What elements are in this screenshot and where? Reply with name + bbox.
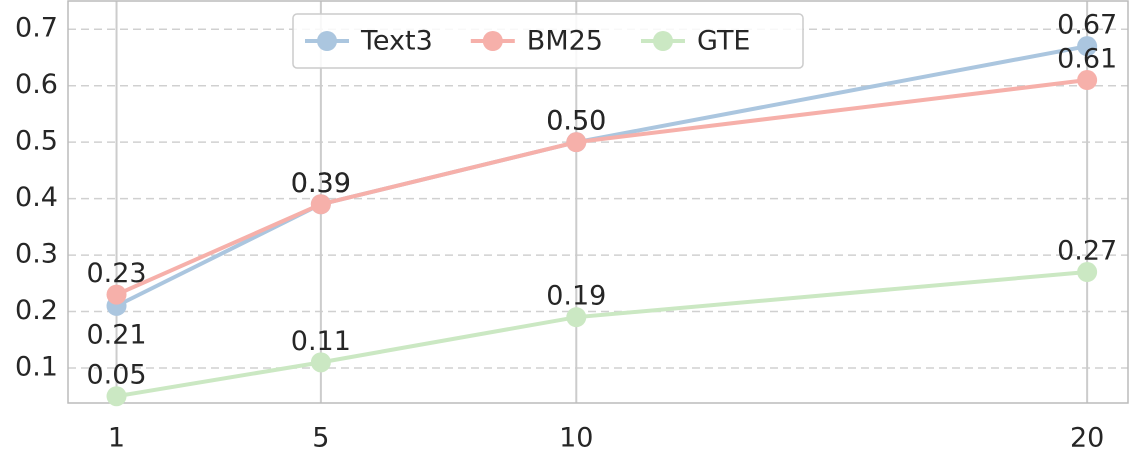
data-label: 0.19 bbox=[546, 281, 606, 312]
y-tick-label: 0.2 bbox=[15, 295, 58, 326]
point bbox=[566, 132, 587, 153]
point bbox=[106, 386, 127, 407]
x-tick-label: 10 bbox=[559, 423, 593, 454]
data-label: 0.39 bbox=[291, 168, 351, 199]
point bbox=[566, 307, 587, 328]
legend-label: Text3 bbox=[360, 26, 433, 57]
data-label: 0.11 bbox=[291, 326, 351, 357]
x-tick-label: 5 bbox=[312, 423, 329, 454]
data-label: 0.50 bbox=[546, 106, 606, 137]
plot-frame bbox=[67, 0, 1129, 404]
legend-marker bbox=[652, 31, 673, 51]
data-label: 0.27 bbox=[1057, 236, 1117, 267]
y-tick-label: 0.5 bbox=[15, 126, 58, 157]
legend-marker bbox=[482, 31, 503, 51]
data-label: 0.50 bbox=[546, 106, 606, 137]
series-line bbox=[115, 78, 1088, 297]
data-label: 0.61 bbox=[1057, 44, 1117, 75]
point bbox=[1077, 70, 1098, 91]
legend-marker bbox=[317, 31, 337, 51]
x-tick-label: 20 bbox=[1070, 423, 1104, 454]
y-tick-label: 0.6 bbox=[15, 69, 58, 100]
series-line bbox=[116, 270, 1088, 399]
point bbox=[310, 352, 331, 373]
data-label: 0.23 bbox=[86, 258, 146, 289]
y-tick-label: 0.1 bbox=[15, 351, 58, 382]
x-tick-label: 1 bbox=[108, 423, 125, 454]
data-label: 0.05 bbox=[86, 360, 146, 391]
point bbox=[1077, 36, 1098, 57]
data-label: 0.39 bbox=[291, 168, 351, 199]
legend-box bbox=[292, 13, 804, 69]
legend-label: GTE bbox=[697, 26, 751, 57]
point bbox=[106, 284, 127, 305]
y-tick-label: 0.3 bbox=[15, 239, 58, 270]
data-label: 0.21 bbox=[86, 319, 146, 350]
legend-label: BM25 bbox=[527, 26, 603, 57]
y-tick-label: 0.7 bbox=[15, 13, 58, 44]
y-tick-label: 0.4 bbox=[15, 182, 58, 213]
point bbox=[310, 194, 331, 215]
data-label: 0.67 bbox=[1057, 10, 1117, 41]
point bbox=[1077, 262, 1098, 283]
